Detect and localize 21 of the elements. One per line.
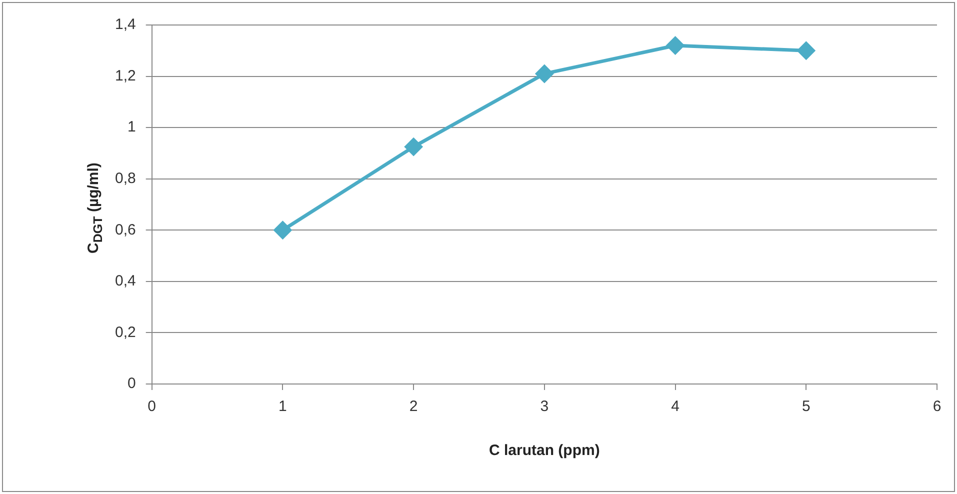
y-tick-label: 1,4 bbox=[114, 16, 136, 34]
x-tick-label: 6 bbox=[932, 398, 942, 416]
x-tick-label: 3 bbox=[540, 398, 549, 416]
point bbox=[797, 42, 815, 60]
y-tick-label: 1 bbox=[128, 118, 136, 136]
x-tick-label: 2 bbox=[409, 398, 418, 416]
x-axis-title: C larutan (ppm) bbox=[489, 442, 600, 460]
y-tick-label: 0 bbox=[128, 375, 136, 392]
y-tick-label: 0,2 bbox=[114, 324, 136, 341]
y-tick-label: 1,2 bbox=[114, 67, 136, 84]
point bbox=[536, 64, 554, 82]
point bbox=[404, 138, 422, 156]
x-tick-label: 4 bbox=[671, 398, 680, 416]
y-tick-label: 0,8 bbox=[114, 170, 136, 187]
point bbox=[274, 221, 292, 239]
point bbox=[666, 36, 684, 54]
x-tick-label: 0 bbox=[148, 398, 156, 416]
y-tick-label: 0,6 bbox=[114, 221, 136, 238]
y-tick-label: 0,4 bbox=[114, 272, 136, 290]
x-tick-label: 5 bbox=[802, 398, 810, 416]
x-tick-label: 1 bbox=[278, 398, 287, 416]
